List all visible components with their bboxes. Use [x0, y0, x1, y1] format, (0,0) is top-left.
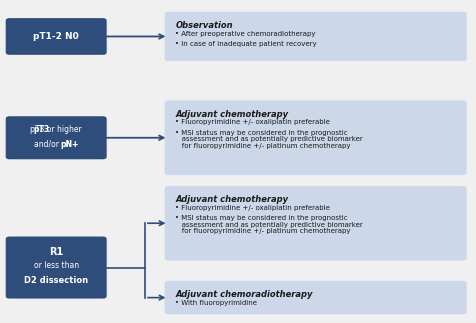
Text: pT3 or higher: pT3 or higher: [30, 125, 82, 134]
Text: • Fluoropyrimidine +/- oxaliplatin preferable: • Fluoropyrimidine +/- oxaliplatin prefe…: [175, 205, 329, 211]
FancyBboxPatch shape: [164, 186, 466, 261]
Text: • MSI status may be considered in the prognostic: • MSI status may be considered in the pr…: [175, 130, 347, 136]
Text: • In case of inadequate patient recovery: • In case of inadequate patient recovery: [175, 41, 317, 47]
Text: pT1-2 N0: pT1-2 N0: [33, 32, 79, 41]
Text: for fluoropyrimidine +/- platinum chemotherapy: for fluoropyrimidine +/- platinum chemot…: [175, 143, 350, 149]
Text: Observation: Observation: [175, 21, 233, 30]
Text: D2 dissection: D2 dissection: [24, 276, 88, 285]
FancyBboxPatch shape: [164, 281, 466, 314]
FancyBboxPatch shape: [164, 100, 466, 175]
Text: and/or pN+: and/or pN+: [34, 140, 78, 149]
Text: R1: R1: [49, 247, 63, 257]
Text: Adjuvant chemotherapy: Adjuvant chemotherapy: [175, 195, 288, 204]
Text: pN+: pN+: [61, 140, 79, 149]
Text: for fluoropyrimidine +/- platinum chemotherapy: for fluoropyrimidine +/- platinum chemot…: [175, 228, 350, 234]
FancyBboxPatch shape: [6, 116, 107, 159]
Text: • Fluoropyrimidine +/- oxaliplatin preferable: • Fluoropyrimidine +/- oxaliplatin prefe…: [175, 120, 329, 125]
Text: • MSI status may be considered in the prognostic: • MSI status may be considered in the pr…: [175, 215, 347, 221]
Text: pT3: pT3: [34, 125, 50, 134]
FancyBboxPatch shape: [6, 236, 107, 298]
FancyBboxPatch shape: [164, 12, 466, 61]
Text: assessment and as potentially predictive biomarker: assessment and as potentially predictive…: [175, 136, 362, 142]
Text: Adjuvant chemotherapy: Adjuvant chemotherapy: [175, 110, 288, 119]
Text: or less than: or less than: [33, 261, 79, 269]
Text: • After preoperative chemoradiotherapy: • After preoperative chemoradiotherapy: [175, 31, 315, 37]
FancyBboxPatch shape: [6, 18, 107, 55]
Text: • With fluoropyrimidine: • With fluoropyrimidine: [175, 300, 257, 306]
Text: assessment and as potentially predictive biomarker: assessment and as potentially predictive…: [175, 222, 362, 228]
Text: Adjuvant chemoradiotherapy: Adjuvant chemoradiotherapy: [175, 290, 312, 299]
